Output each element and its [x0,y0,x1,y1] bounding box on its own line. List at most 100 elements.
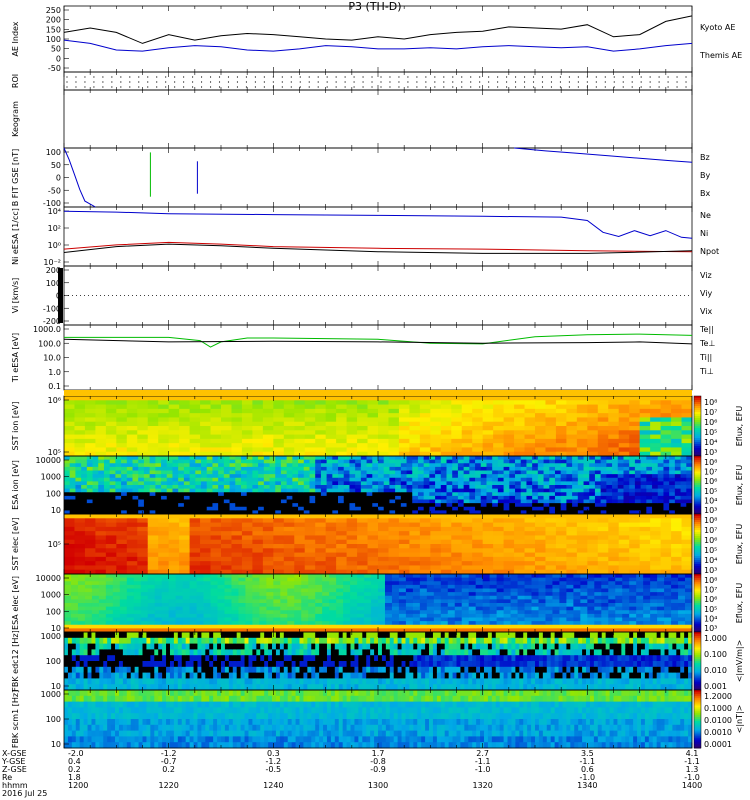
esa-elec-cell [678,581,686,586]
sst-elec-cell [367,569,379,575]
sst-elec-cell [608,535,620,541]
esa-ion-cell [263,463,270,468]
sst-ion-cell [535,443,546,448]
esa-elec-cell [266,577,274,582]
esa-elec-cell [454,599,463,604]
sst-ion-cell [419,447,431,453]
sst-elec-cell [378,565,389,571]
esa-elec-cell [545,606,553,611]
esa-elec-cell [433,584,442,589]
esa-ion-cell [412,492,419,497]
esa-ion-cell [663,485,670,490]
sst-elec-cell [493,535,504,541]
sst-ion-cell [566,443,578,448]
esa-elec-cell [126,574,135,579]
esa-elec-cell [217,613,225,618]
sst-elec-cell [378,539,389,545]
esa-ion-cell [155,510,162,515]
esa-elec-cell [64,574,72,579]
sst-elec-cell [660,522,672,528]
sst-ion-cell [514,396,525,401]
esa-ion-cell [515,466,522,471]
esa-ion-cell [75,459,82,464]
sst-ion-cell [639,400,651,405]
sst-ion-cell [168,438,180,444]
esa-ion-cell [532,463,539,468]
sst-elec-cell [137,552,149,558]
sst-ion-cell [576,447,588,453]
esa-elec-cell [315,592,323,597]
sst-ion-cell [262,443,274,448]
esa-elec-cell [210,617,218,622]
esa-ion-cell [286,463,293,468]
sst-elec-cell [252,556,264,562]
sst-ion-cell [461,451,473,457]
esa-elec-cell [189,577,197,582]
esa-ion-cell [589,456,596,461]
sst-elec-cell [618,544,630,549]
esa-elec-cell [329,617,337,622]
esa-elec-cell [364,577,372,582]
esa-ion-cell [280,477,288,482]
esa-elec-cell [510,592,518,597]
esa-elec-cell [203,592,211,597]
fbk-e-cell [83,632,88,639]
esa-elec-cell [105,603,114,608]
esa-ion-cell [469,459,476,464]
esa-ion-cell [212,474,219,479]
sst-ion-cell [126,404,138,410]
esa-elec-cell [217,595,225,600]
esa-elec-cell [154,592,163,597]
esa-elec-cell [664,613,672,618]
esa-elec-cell [552,581,560,586]
sst-ion-cell [116,443,128,448]
esa-ion-cell [172,474,179,479]
esa-ion-cell [183,474,190,479]
esa-elec-cell [412,592,421,597]
sst-ion-cell [524,400,536,405]
esa-elec-cell [510,624,518,629]
sst-ion-cell [126,438,138,444]
sst-elec-cell [681,539,693,545]
esa-elec-cell [643,595,651,600]
sst-ion-cell [618,430,630,435]
esa-elec-cell [210,574,218,579]
esa-elec-cell [119,592,128,597]
esa-ion-cell [258,463,265,468]
sst-elec-cell [409,526,421,532]
sst-ion-cell [294,434,306,440]
esa-ion-cell [492,459,499,464]
sst-ion-cell [629,430,641,435]
sst-ion-cell [493,408,504,414]
esa-ion-cell [629,492,636,497]
esa-ion-cell [109,470,116,475]
esa-elec-cell [538,581,546,586]
esa-elec-cell [301,606,309,611]
sst-ion-cell [210,404,222,410]
esa-elec-cell [419,606,428,611]
sst-elec-cell [514,535,525,541]
esa-ion-cell [412,481,419,486]
sst-elec-cell [545,556,557,562]
sst-ion-cell [367,408,379,414]
sst-elec-cell [221,535,232,541]
sst-elec-cell [430,535,442,541]
sst-ion-cell [189,408,201,414]
esa-elec-cell [224,574,232,579]
esa-ion-cell [166,488,173,493]
esa-ion-cell [115,492,122,497]
esa-ion-cell [309,510,316,515]
esa-ion-cell [623,463,630,468]
sst-ion-cell [482,426,494,431]
esa-elec-cell [308,599,316,604]
esa-elec-cell [182,624,190,629]
sst-ion-cell [409,404,421,410]
esa-ion-cell [98,459,105,464]
esa-ion-cell [383,474,390,479]
esa-elec-cell [650,599,658,604]
esa-ion-cell [680,466,687,471]
esa-ion-cell [572,510,579,515]
esa-ion-cell [286,506,293,511]
esa-ion-cell [652,488,659,493]
esa-ion-cell [183,510,190,515]
